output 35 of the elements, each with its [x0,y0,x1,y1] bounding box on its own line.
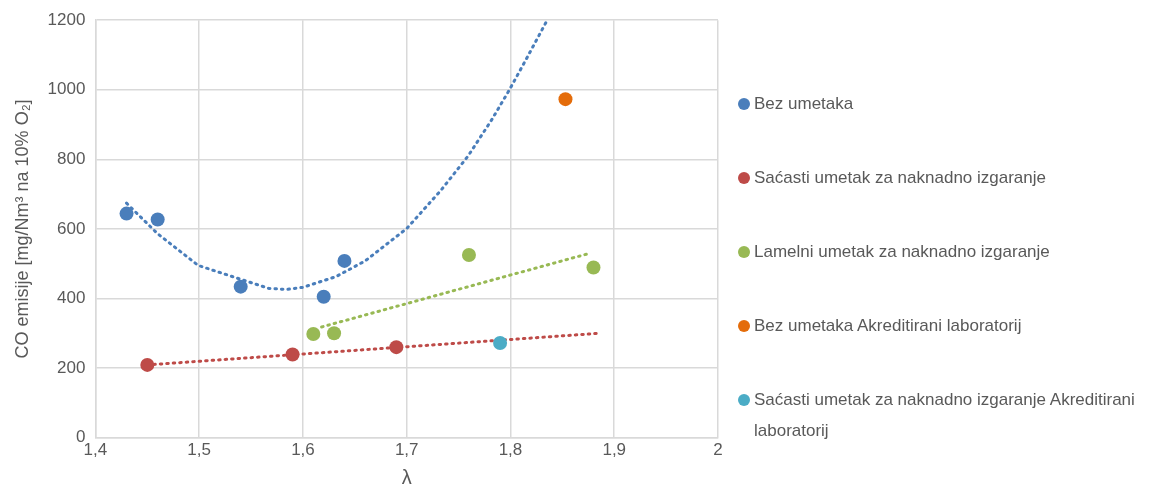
y-tick-label: 200 [57,357,86,377]
point [316,289,331,304]
point [461,247,476,262]
point [140,357,155,372]
point [389,340,404,355]
legend-label: Saćasti umetak za naknadno izgaranje [754,167,1047,189]
y-tick-label: 600 [57,218,86,238]
x-tick-label: 1,4 [83,440,108,460]
point [306,326,321,341]
y-axis-title: CO emisije [mg/Nm³ na 10% O₂] [11,99,32,359]
x-tick-label: 1,5 [187,440,211,460]
point [558,92,573,107]
point [493,335,508,350]
legend-label: Lamelni umetak za naknadno izgaranje [754,241,1050,263]
point [233,279,248,294]
x-tick-label: 1,6 [291,440,315,460]
point [327,326,342,341]
point [586,260,601,275]
x-tick-label: 1,9 [602,440,627,460]
y-tick-label: 400 [57,288,86,308]
y-tick-label: 800 [57,149,86,169]
x-tick-label: 1,7 [394,440,419,460]
y-tick-label: 1200 [47,9,86,29]
y-tick-label: 0 [75,427,86,447]
x-tick-label: 1,8 [498,440,523,460]
legend-label: Bez umetaka Akreditirani laboratorij [754,315,1022,337]
legend-label: Bez umetaka [754,93,854,115]
x-axis-title: λ [401,465,412,488]
x-tick-label: 2 [713,440,723,460]
point [285,347,300,362]
y-tick-label: 1000 [47,79,86,99]
legend-label: Saćasti umetak za naknadno izgaranje Akreditirani laboratorij [754,389,1136,442]
point [337,253,352,268]
point [150,212,165,227]
point [119,206,134,221]
